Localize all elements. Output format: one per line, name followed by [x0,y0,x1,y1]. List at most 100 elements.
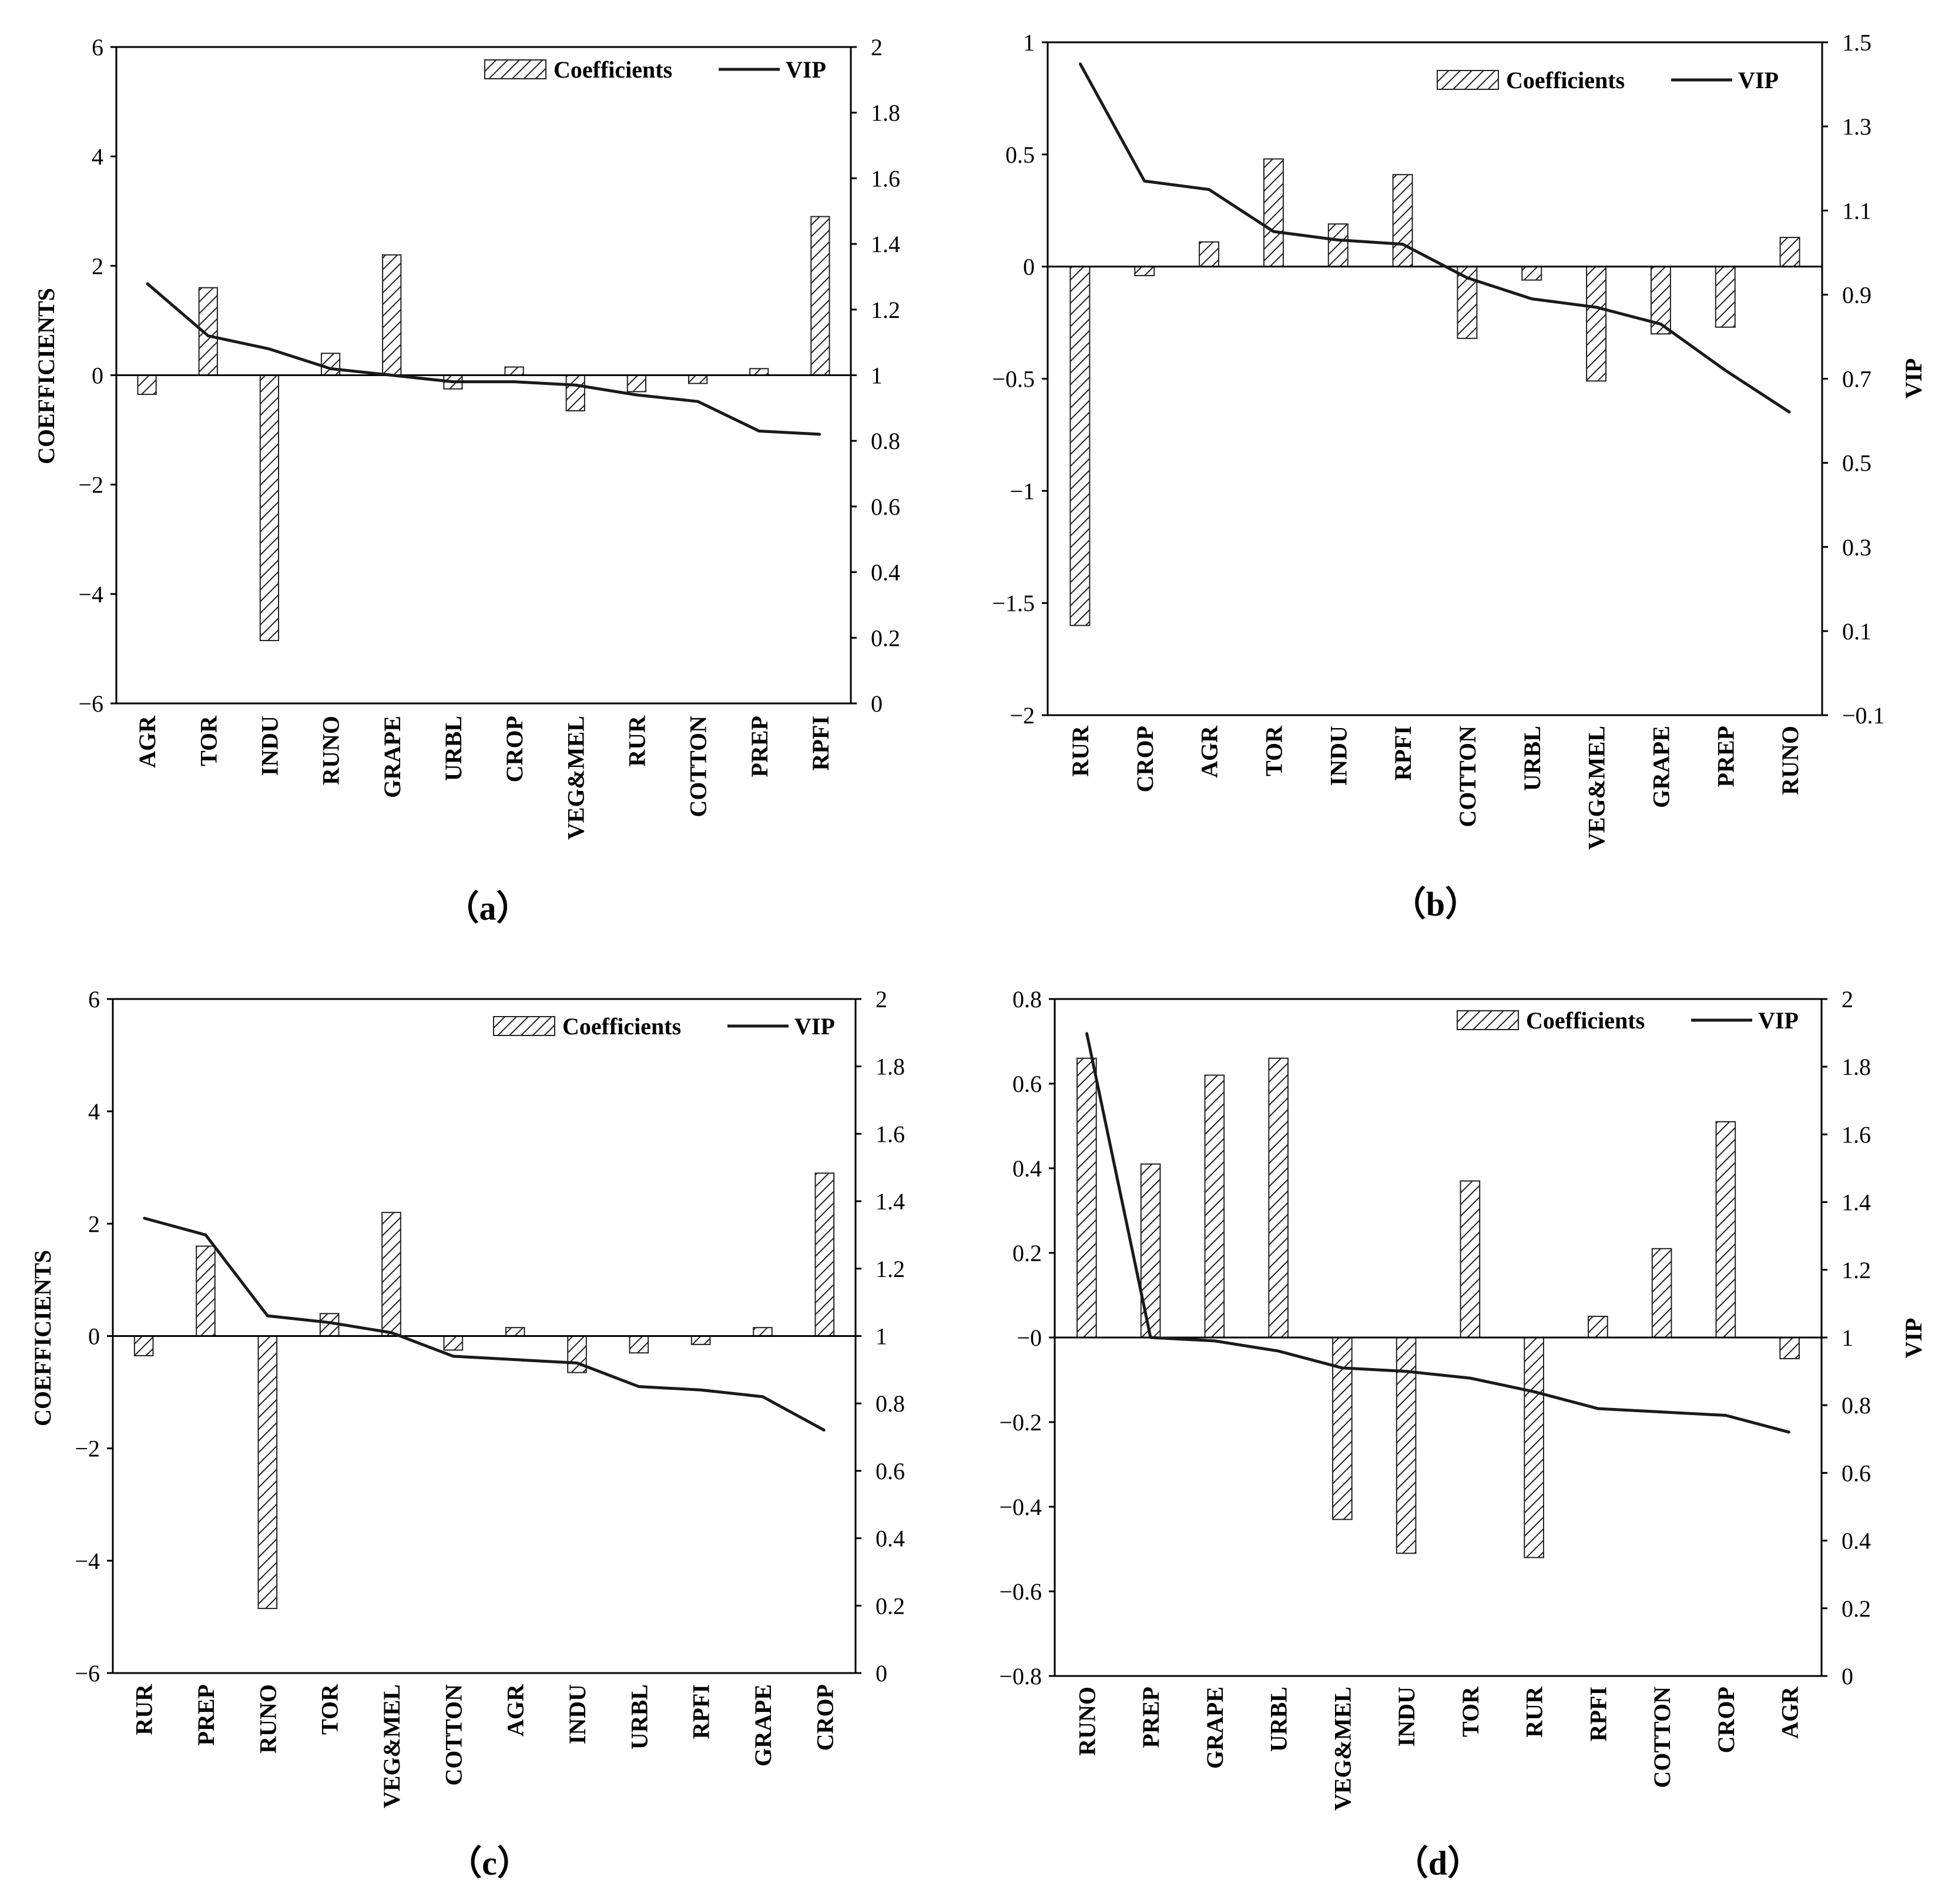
bar-rpfi [1392,174,1413,267]
bar-indu [1327,223,1349,267]
y2tick-label: 0.4 [876,1526,905,1552]
category-label-runo: RUNO [318,716,344,785]
bar-runo [1779,237,1800,267]
y2tick-label: 0.6 [876,1458,905,1484]
legend-label-vip: VIP [1738,67,1779,93]
category-label-prep: PREP [193,1684,219,1745]
vip-point-prep [1149,1336,1152,1339]
bar-indu [567,1335,587,1373]
bar-tor [1460,1180,1481,1338]
panel-label-b: （b） [1392,885,1479,923]
category-label-tor: TOR [1457,1686,1484,1737]
category-label-runo: RUNO [254,1684,281,1754]
legend-b: Coefficients VIP [1437,67,1779,93]
ytick-label: 4 [92,143,103,170]
category-label-runo: RUNO [1777,726,1803,795]
vip-point-indu [1337,239,1339,241]
category-label-rur: RUR [623,715,650,767]
y2tick-label: 1 [1842,1325,1853,1351]
bar-agr [1199,241,1220,267]
ytick-label: −1 [1009,478,1035,504]
bar-grape [1204,1074,1225,1338]
y2tick-label: 1 [876,1323,887,1350]
category-label-grape: GRAPE [1202,1687,1228,1769]
ytick-label: −6 [75,1660,100,1687]
ytick-label: 2 [92,253,103,279]
vip-series-c [143,1216,826,1432]
bar-grape [382,254,402,376]
y2tick-label: 0.4 [1842,1528,1871,1554]
y2tick-label: 1.4 [876,1188,905,1215]
bars-a [116,216,851,641]
category-label-indu: INDU [1393,1687,1420,1747]
chart-panel-a: −6 −4 −2 0 2 4 6 0 0.2 0.4 0.6 0.8 1 1.2 1.4 1.6 1.8 2 A… [33,34,900,927]
ytick-label: −2 [78,472,103,498]
bar-cotton [443,1335,464,1351]
y2tick-label: 1.2 [876,1256,905,1282]
category-label-urbl: URBL [626,1684,652,1749]
category-label-veg-mel: VEG&MEL [562,716,589,840]
y2tick-label: 1.5 [1842,29,1871,56]
y2tick-label: 1.6 [871,165,900,192]
legend-d: Coefficients VIP [1457,1007,1799,1034]
category-label-cotton: COTTON [1454,726,1481,827]
legend-label-vip: VIP [786,56,826,83]
ytick-label: −2 [75,1436,100,1462]
vip-point-tor [1469,1377,1471,1379]
category-label-rpfi: RPFI [1585,1687,1611,1741]
legend-label-coefficients: Coefficients [1526,1007,1645,1034]
category-label-tor: TOR [1260,725,1287,776]
vip-point-runo [1085,1032,1088,1034]
x-axis-d: RUNO PREP GRAPE URBL VEG&MEL INDU TOR RUR RPFI CO… [1074,1686,1803,1811]
category-label-agr: AGR [1777,1686,1803,1739]
category-label-tor: TOR [317,1684,343,1735]
vip-point-grape [1213,1340,1216,1342]
y2tick-label: 0.9 [1842,281,1871,308]
vip-point-crop [1143,180,1146,182]
vip-point-prep [758,430,760,432]
vip-series-d [1085,1033,1790,1434]
y2tick-label: 0 [1842,1663,1853,1690]
y-axis-title-a: COEFFICIENTS [33,288,59,464]
category-label-prep: PREP [746,716,773,777]
ytick-label: −4 [75,1548,100,1574]
category-label-rur: RUR [1067,725,1094,777]
y2-axis-title-b: VIP [1900,358,1927,399]
category-label-rur: RUR [131,1684,157,1735]
ytick-label: −1.5 [992,590,1035,616]
vip-point-grape [1659,323,1662,325]
vip-series-b [1078,62,1791,414]
category-label-veg-mel: VEG&MEL [378,1684,405,1808]
vip-point-urbl [1531,298,1533,300]
category-label-agr: AGR [502,1684,529,1737]
ytick-label: 6 [88,986,100,1013]
y-axis-left-a: −6 −4 −2 0 2 4 6 [78,34,116,717]
x-axis-b: RUR CROP AGR TOR INDU RPFI COTTON URBL VEG&MEL GR… [1067,725,1803,850]
bar-urbl [629,1335,649,1354]
bar-rpfi [1588,1316,1608,1338]
y2tick-label: 0.8 [871,428,900,454]
bar-prep [196,1245,216,1337]
vip-point-agr [1789,1431,1791,1433]
category-label-prep: PREP [1712,726,1739,787]
y2-axis-title-d: VIP [1900,1318,1927,1359]
y-axis-left-d: −0.8 −0.6 −0.4 −0.2 −0 0.2 0.4 0.6 0.8 [999,986,1055,1690]
ytick-label: −6 [78,690,103,717]
y2tick-label: 0 [876,1660,887,1687]
legend-swatch-coefficients [1457,1010,1519,1030]
plot-area-b [1047,41,1823,716]
y2tick-label: 1.6 [876,1121,905,1147]
ytick-label: 4 [88,1098,100,1125]
category-label-crop: CROP [1132,726,1158,792]
y2tick-label: 1.8 [1842,1054,1871,1080]
bar-crop [504,366,524,376]
vip-point-tor [328,1322,331,1324]
category-label-urbl: URBL [440,716,467,781]
y-axis-right-a: 0 0.2 0.4 0.6 0.8 1 1.2 1.4 1.6 1.8 2 [851,34,900,717]
vip-point-agr [1208,188,1210,190]
bar-runo [257,1335,278,1610]
vip-point-runo [330,367,332,370]
vip-point-indu [1405,1370,1407,1373]
ytick-label: −0.6 [999,1578,1042,1605]
vip-point-rpfi [700,1389,702,1391]
